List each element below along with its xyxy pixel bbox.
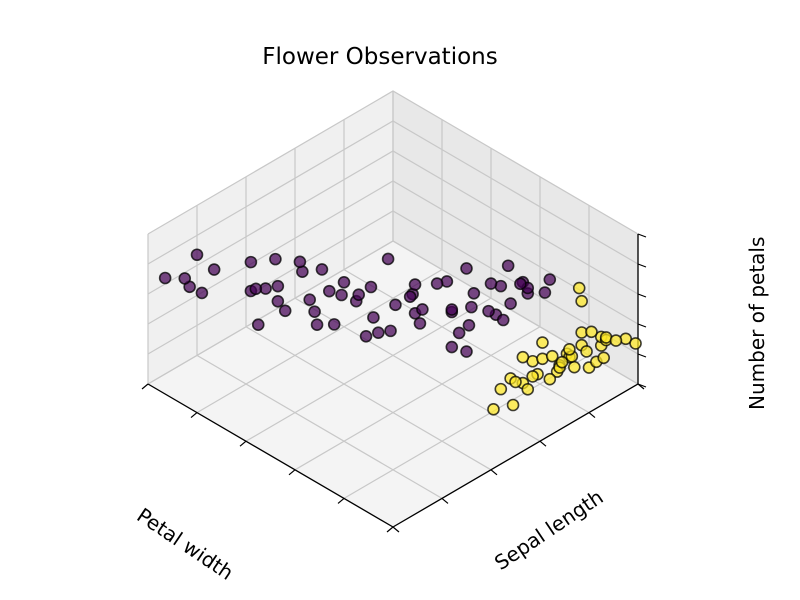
point-dark-cluster	[496, 313, 510, 327]
z-tick	[637, 323, 647, 328]
point-dark-cluster	[158, 271, 172, 285]
point-light-cluster	[494, 382, 508, 396]
point-dark-cluster	[310, 318, 324, 332]
x-tick	[239, 440, 247, 447]
point-dark-cluster	[207, 263, 221, 276]
y-tick	[392, 526, 400, 533]
axis-lines	[147, 234, 639, 528]
point-light-cluster	[506, 398, 520, 412]
z-axis-label: Number of petals	[745, 236, 769, 410]
gridline-z	[147, 90, 639, 235]
point-dark-cluster	[430, 277, 444, 290]
z-tick	[637, 293, 647, 298]
point-dark-cluster	[460, 345, 473, 358]
point-dark-cluster	[538, 286, 552, 299]
point-dark-cluster	[303, 293, 317, 307]
point-light-cluster	[521, 383, 535, 396]
point-dark-cluster	[482, 304, 495, 318]
point-dark-cluster	[413, 317, 427, 330]
x-tick	[337, 497, 345, 504]
point-dark-cluster	[293, 255, 307, 269]
point-light-cluster	[487, 403, 500, 416]
point-dark-cluster	[364, 280, 378, 294]
point-light-cluster	[572, 281, 586, 295]
point-dark-cluster	[308, 305, 321, 319]
point-dark-cluster	[371, 326, 385, 340]
point-light-cluster	[585, 325, 598, 339]
point-light-cluster	[575, 294, 588, 308]
x-tick	[386, 526, 394, 533]
point-light-cluster	[526, 370, 539, 383]
point-dark-cluster	[322, 284, 336, 298]
x-tick	[190, 412, 198, 419]
z-tick	[637, 233, 647, 238]
data-points	[158, 248, 642, 416]
pane-left	[148, 91, 393, 384]
x-tick	[141, 383, 149, 390]
point-light-cluster	[609, 334, 623, 347]
point-dark-cluster	[178, 272, 192, 285]
z-tick	[637, 263, 647, 268]
pane-right	[393, 91, 638, 384]
point-dark-cluster	[337, 275, 351, 289]
point-dark-cluster	[271, 279, 285, 293]
point-light-cluster	[580, 345, 593, 358]
point-dark-cluster	[465, 300, 478, 314]
point-light-cluster	[543, 372, 557, 386]
point-dark-cluster	[190, 248, 204, 262]
point-light-cluster	[516, 350, 530, 364]
point-dark-cluster	[445, 340, 459, 354]
y-axis-line	[392, 383, 639, 528]
point-dark-cluster	[359, 330, 373, 343]
point-dark-cluster	[416, 303, 429, 316]
y-tick	[441, 497, 449, 504]
y-tick	[539, 440, 547, 447]
point-dark-cluster	[381, 252, 395, 266]
gridline-y	[392, 91, 639, 385]
point-dark-cluster	[445, 303, 459, 316]
y-tick	[637, 383, 645, 390]
point-light-cluster	[563, 343, 576, 356]
point-dark-cluster	[408, 278, 422, 291]
point-dark-cluster	[403, 290, 417, 303]
tick-marks	[141, 233, 647, 533]
point-dark-cluster	[504, 297, 517, 310]
point-light-cluster	[629, 337, 642, 350]
point-dark-cluster	[195, 286, 209, 300]
point-light-cluster	[597, 351, 611, 365]
point-dark-cluster	[315, 263, 329, 276]
point-dark-cluster	[389, 298, 402, 312]
point-dark-cluster	[514, 277, 527, 291]
point-dark-cluster	[384, 324, 397, 338]
x-tick	[288, 469, 296, 476]
point-light-cluster	[536, 336, 549, 349]
point-dark-cluster	[543, 273, 557, 286]
point-dark-cluster	[249, 282, 263, 296]
z-tick	[637, 353, 647, 358]
point-light-cluster	[509, 375, 522, 389]
y-tick	[490, 469, 498, 476]
point-dark-cluster	[244, 255, 258, 269]
point-dark-cluster	[460, 262, 473, 275]
point-dark-cluster	[278, 304, 292, 318]
point-dark-cluster	[467, 286, 481, 300]
point-light-cluster	[555, 355, 569, 369]
point-dark-cluster	[271, 294, 285, 308]
point-dark-cluster	[462, 318, 476, 332]
point-light-cluster	[545, 349, 559, 363]
point-dark-cluster	[352, 288, 366, 302]
point-dark-cluster	[335, 288, 348, 302]
point-dark-cluster	[452, 326, 466, 340]
x-axis-line	[147, 383, 394, 528]
point-dark-cluster	[251, 318, 265, 332]
point-dark-cluster	[501, 259, 515, 273]
y-tick	[588, 412, 596, 419]
point-dark-cluster	[484, 277, 498, 290]
point-dark-cluster	[367, 311, 380, 324]
chart-title: Flower Observations	[262, 44, 498, 70]
point-dark-cluster	[269, 252, 282, 266]
point-dark-cluster	[327, 318, 341, 331]
